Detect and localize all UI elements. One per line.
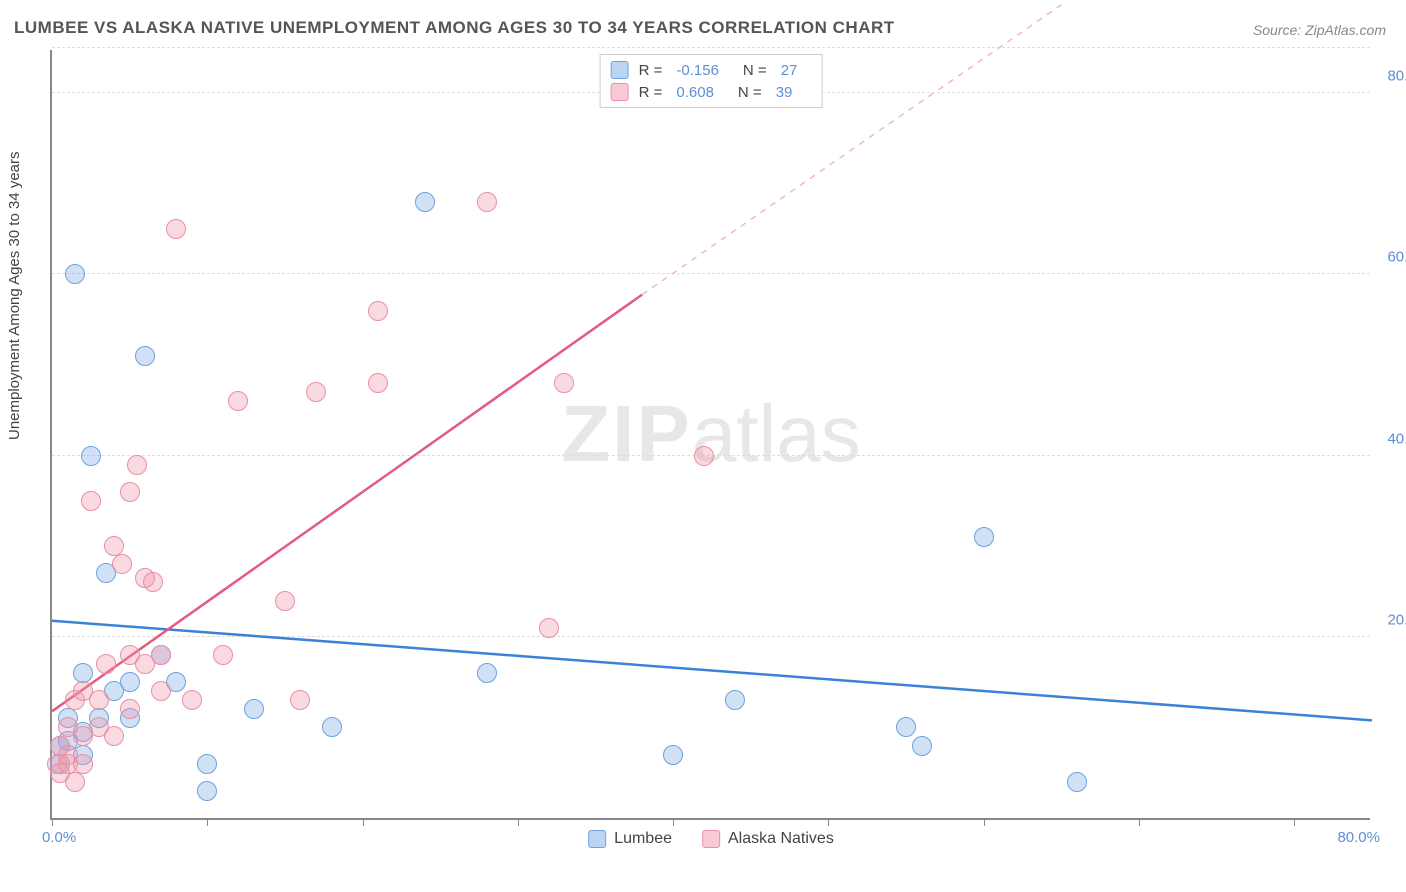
data-point (290, 690, 310, 710)
data-point (127, 455, 147, 475)
trend-line (642, 5, 1061, 295)
data-point (120, 699, 140, 719)
legend-item: Lumbee (588, 830, 672, 848)
data-point (974, 527, 994, 547)
legend-label: Alaska Natives (728, 830, 834, 848)
data-point (104, 726, 124, 746)
data-point (96, 654, 116, 674)
x-label-min: 0.0% (42, 829, 76, 846)
x-tick (1294, 818, 1295, 826)
n-value: 39 (776, 84, 793, 101)
y-axis-label: Unemployment Among Ages 30 to 34 years (6, 151, 23, 440)
data-point (65, 264, 85, 284)
r-label: R = (639, 62, 663, 79)
data-point (182, 690, 202, 710)
data-point (1067, 772, 1087, 792)
x-tick (673, 818, 674, 826)
data-point (322, 717, 342, 737)
source-attribution: Source: ZipAtlas.com (1253, 22, 1386, 38)
data-point (112, 554, 132, 574)
y-tick-label: 20.0% (1387, 611, 1406, 628)
legend-swatch (588, 830, 606, 848)
n-value: 27 (781, 62, 798, 79)
y-tick-label: 80.0% (1387, 68, 1406, 85)
data-point (554, 373, 574, 393)
data-point (81, 491, 101, 511)
data-point (120, 482, 140, 502)
data-point (65, 772, 85, 792)
data-point (477, 192, 497, 212)
legend-swatch (611, 83, 629, 101)
data-point (81, 446, 101, 466)
legend-series: Lumbee Alaska Natives (588, 830, 834, 848)
data-point (244, 699, 264, 719)
data-point (73, 663, 93, 683)
y-tick-label: 40.0% (1387, 430, 1406, 447)
legend-stat-row: R = 0.608 N = 39 (611, 81, 812, 103)
legend-item: Alaska Natives (702, 830, 834, 848)
n-label: N = (743, 62, 767, 79)
r-value: 0.608 (676, 84, 714, 101)
n-label: N = (738, 84, 762, 101)
x-tick (207, 818, 208, 826)
data-point (151, 645, 171, 665)
data-point (73, 754, 93, 774)
data-point (120, 672, 140, 692)
data-point (143, 572, 163, 592)
data-point (415, 192, 435, 212)
legend-stats: R = -0.156 N = 27 R = 0.608 N = 39 (600, 54, 823, 108)
data-point (725, 690, 745, 710)
data-point (275, 591, 295, 611)
gridline (52, 47, 1370, 48)
x-tick (518, 818, 519, 826)
x-tick (363, 818, 364, 826)
legend-stat-row: R = -0.156 N = 27 (611, 59, 812, 81)
data-point (368, 373, 388, 393)
data-point (197, 781, 217, 801)
data-point (228, 391, 248, 411)
data-point (213, 645, 233, 665)
data-point (368, 301, 388, 321)
legend-swatch (702, 830, 720, 848)
plot-area: ZIPatlas 20.0%40.0%60.0%80.0% 0.0% 80.0%… (50, 50, 1370, 820)
data-point (166, 219, 186, 239)
data-point (89, 690, 109, 710)
x-tick (984, 818, 985, 826)
data-point (151, 681, 171, 701)
data-point (539, 618, 559, 638)
chart-title: LUMBEE VS ALASKA NATIVE UNEMPLOYMENT AMO… (14, 18, 895, 38)
x-tick (828, 818, 829, 826)
y-tick-label: 60.0% (1387, 249, 1406, 266)
data-point (912, 736, 932, 756)
data-point (896, 717, 916, 737)
legend-label: Lumbee (614, 830, 672, 848)
data-point (135, 346, 155, 366)
data-point (197, 754, 217, 774)
data-point (477, 663, 497, 683)
x-tick (1139, 818, 1140, 826)
x-label-max: 80.0% (1337, 829, 1380, 846)
legend-swatch (611, 61, 629, 79)
x-tick (52, 818, 53, 826)
data-point (663, 745, 683, 765)
r-label: R = (639, 84, 663, 101)
data-point (694, 446, 714, 466)
r-value: -0.156 (676, 62, 719, 79)
data-point (306, 382, 326, 402)
data-point (104, 536, 124, 556)
